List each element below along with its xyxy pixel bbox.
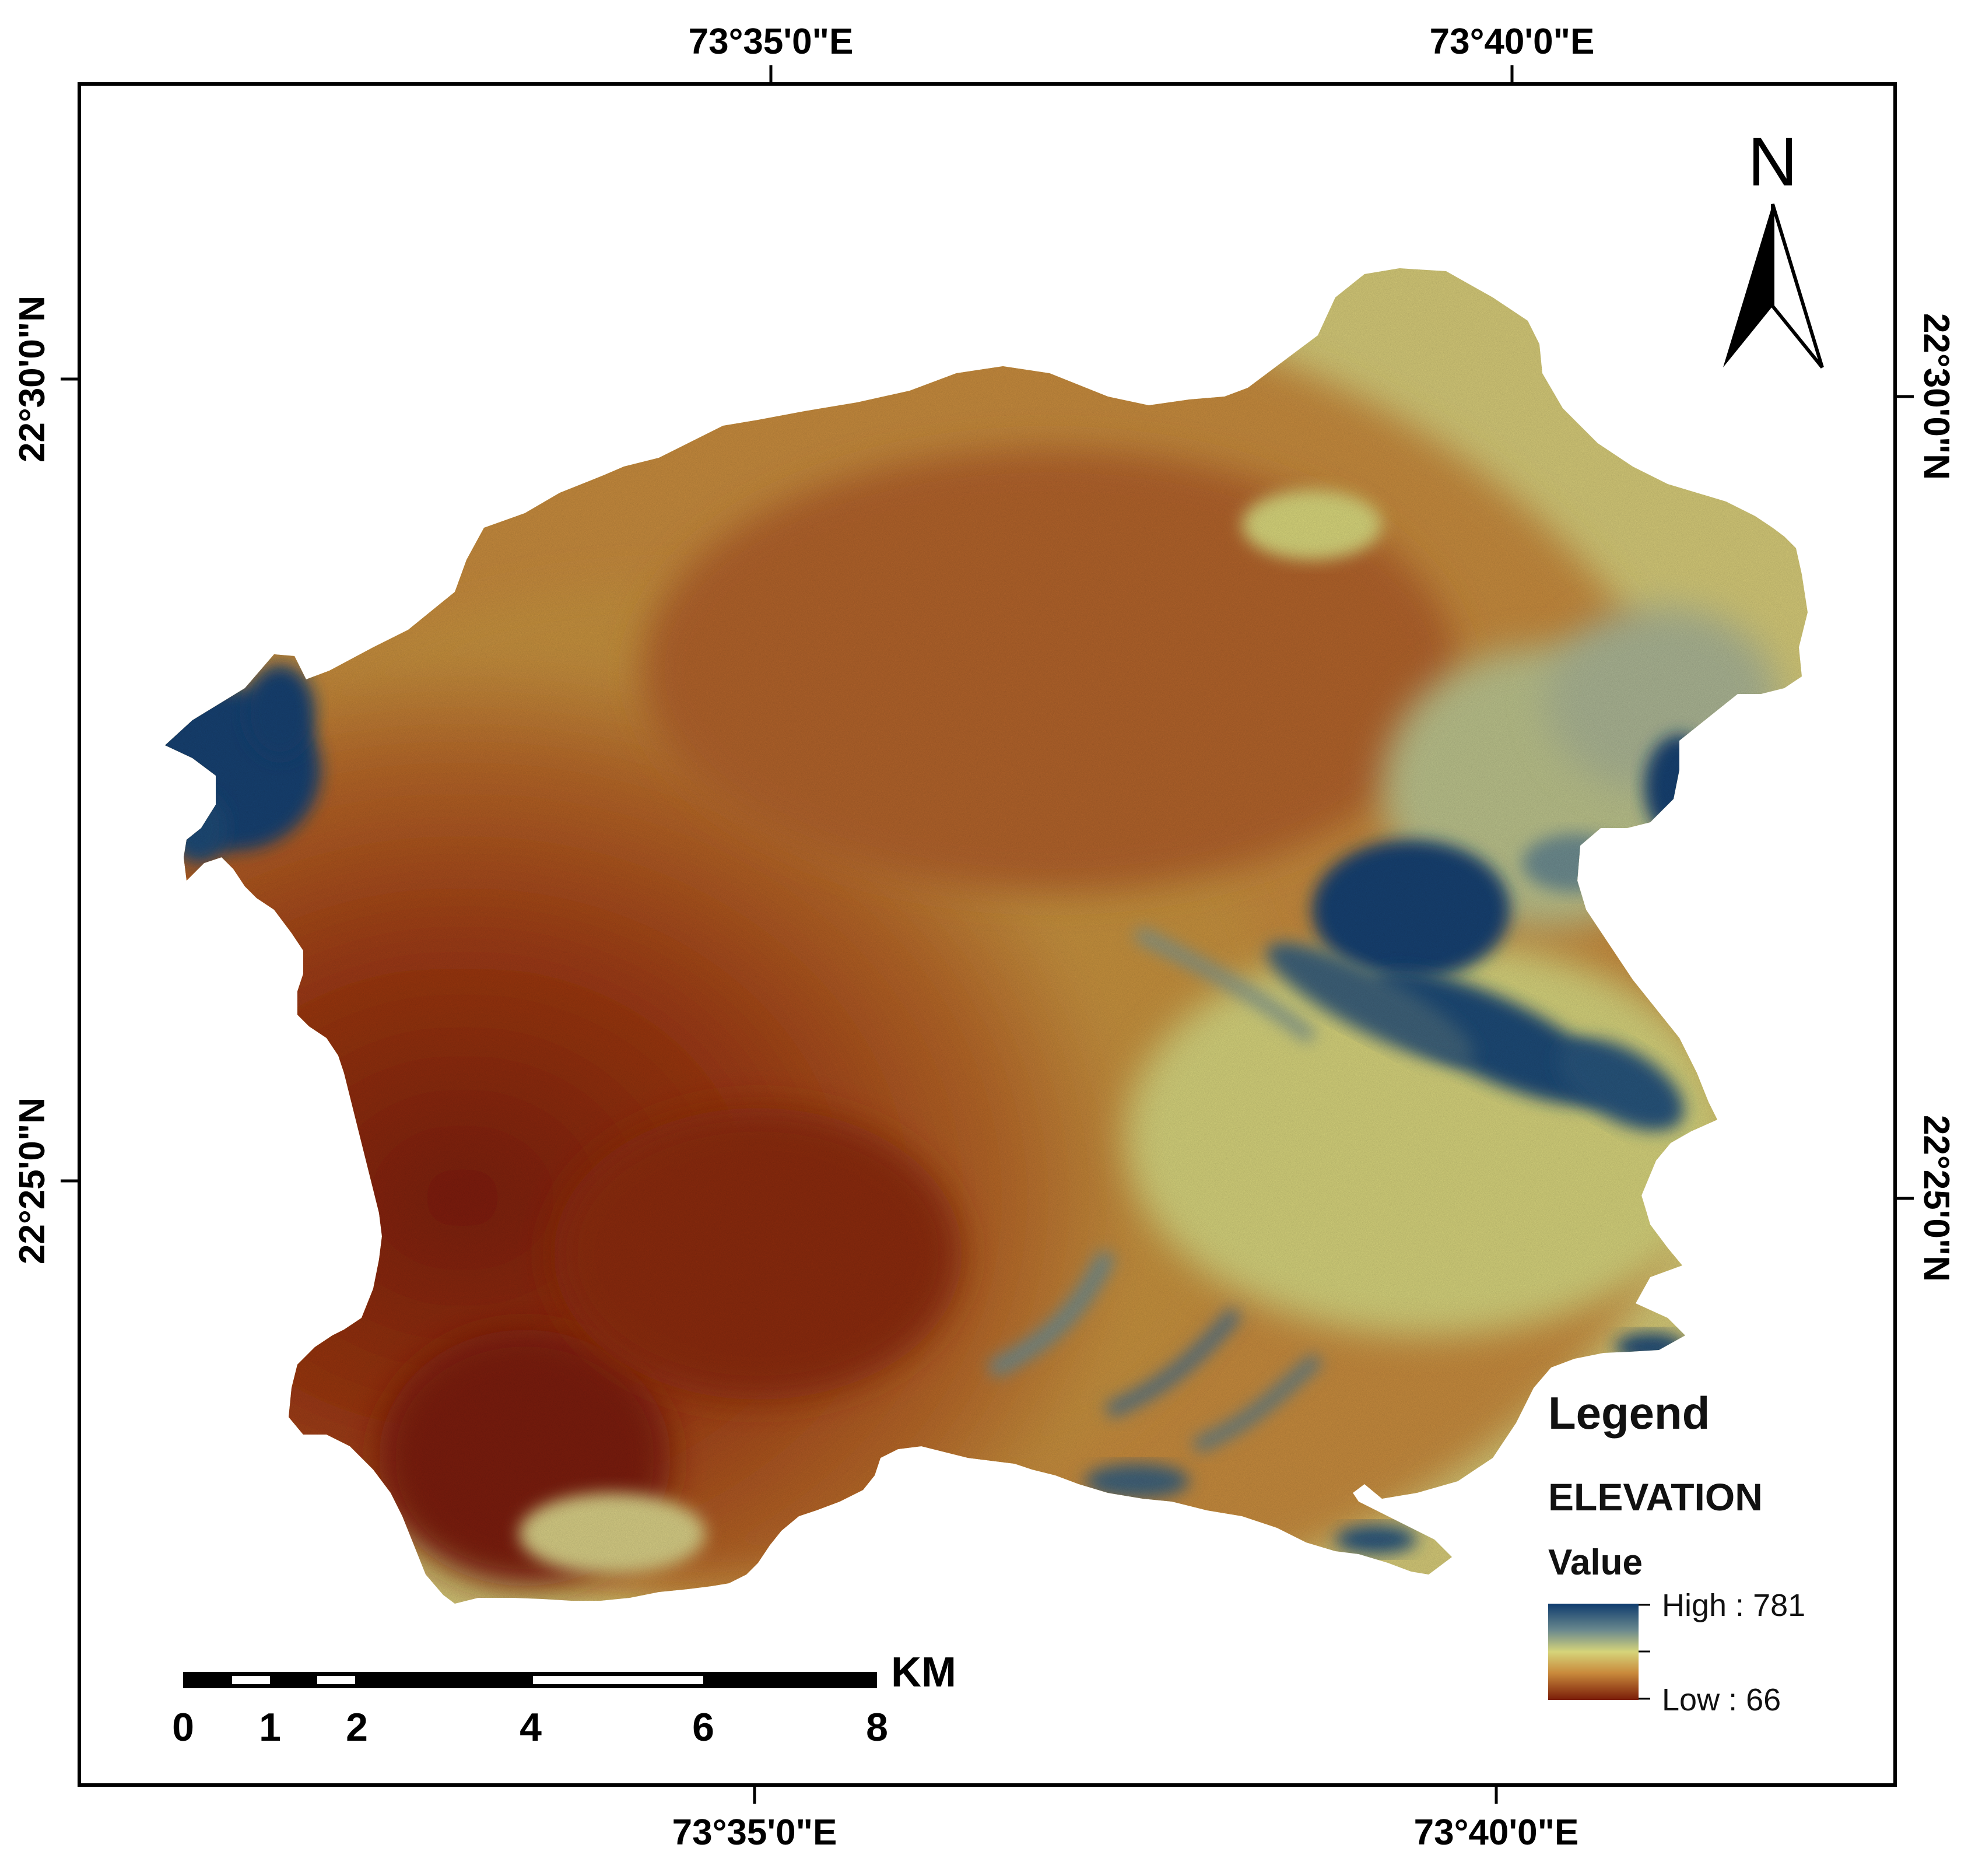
lat-label-left-2: 22°25'0"N — [12, 1097, 52, 1264]
lat-label-right-1: 22°30'0"N — [1916, 313, 1956, 480]
scale-tick-1: 1 — [259, 1705, 281, 1749]
legend-low-label: Low : 66 — [1662, 1682, 1781, 1717]
lon-label-top-1: 73°35'0"E — [689, 22, 854, 62]
north-label: N — [1748, 124, 1797, 201]
legend-high-label: High : 781 — [1662, 1588, 1805, 1623]
legend: Legend ELEVATION Value High : 781 Low : … — [1548, 1387, 1805, 1717]
north-arrow-icon — [1723, 204, 1824, 369]
legend-color-ramp — [1548, 1604, 1639, 1700]
north-arrow: N — [1723, 124, 1824, 369]
scale-tick-8: 8 — [866, 1705, 888, 1749]
lon-label-bottom-1: 73°35'0"E — [672, 1812, 837, 1853]
lon-label-top-2: 73°40'0"E — [1430, 22, 1595, 62]
scale-tick-4: 4 — [520, 1705, 542, 1749]
graticule-ticks — [61, 65, 1914, 1804]
graticule-labels: 73°35'0"E 73°40'0"E 73°35'0"E 73°40'0"E … — [12, 22, 1956, 1853]
scale-tick-6: 6 — [692, 1705, 714, 1749]
lat-label-right-2: 22°25'0"N — [1916, 1115, 1956, 1282]
legend-title: Legend — [1548, 1387, 1710, 1439]
legend-field-name: Value — [1548, 1542, 1643, 1583]
scale-tick-0: 0 — [172, 1705, 194, 1749]
scale-bar: KM 0 1 2 4 6 8 — [172, 1649, 956, 1749]
legend-layer-name: ELEVATION — [1548, 1475, 1763, 1519]
lon-label-bottom-2: 73°40'0"E — [1414, 1812, 1579, 1853]
scale-unit: KM — [891, 1649, 956, 1696]
scale-tick-2: 2 — [346, 1705, 368, 1749]
map-frame — [78, 82, 1897, 1787]
lat-label-left-1: 22°30'0"N — [12, 296, 52, 462]
